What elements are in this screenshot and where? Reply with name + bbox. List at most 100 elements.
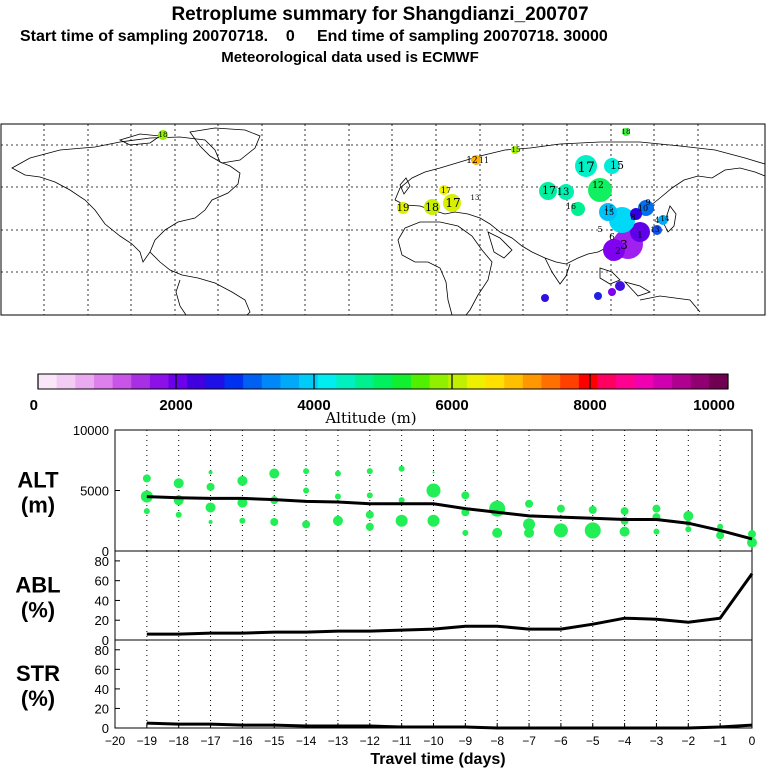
plume-footprint bbox=[558, 184, 574, 200]
map-day-label: 17 bbox=[441, 186, 451, 195]
map-day-label: 1 bbox=[637, 231, 643, 241]
colorbar-swatch bbox=[149, 374, 170, 389]
colorbar-swatch bbox=[168, 374, 188, 389]
x-tick-label: −12 bbox=[360, 734, 381, 748]
y-tick-label: 80 bbox=[95, 554, 109, 569]
colorbar-swatch bbox=[131, 374, 151, 389]
colorbar-swatch bbox=[448, 374, 468, 389]
map-day-label: 16 bbox=[566, 202, 576, 211]
time-series-panels: 0500010000ALT(m)020406080ABL(%)020406080… bbox=[15, 423, 757, 768]
x-tick-label: −18 bbox=[169, 734, 190, 748]
altitude-cluster-point bbox=[366, 492, 373, 499]
altitude-cluster-point bbox=[270, 517, 279, 526]
y-tick-label: 0 bbox=[102, 721, 109, 736]
plume-footprint bbox=[622, 128, 630, 136]
map-day-label: 15 bbox=[512, 146, 521, 154]
altitude-cluster-point bbox=[683, 510, 694, 521]
map-day-label: 3 bbox=[620, 238, 628, 252]
colorbar-swatch bbox=[299, 374, 319, 389]
map-day-label: 2 bbox=[615, 247, 621, 257]
colorbar-swatch bbox=[317, 374, 337, 389]
plume-footprint bbox=[424, 199, 440, 215]
plume-footprint bbox=[615, 281, 625, 291]
altitude-cluster-point bbox=[303, 487, 310, 494]
altitude-cluster-point bbox=[142, 474, 151, 483]
panel-abl: 0 20 40 60 80 ABL(%) bbox=[15, 550, 754, 648]
colorbar-swatch bbox=[392, 374, 412, 389]
altitude-cluster-point bbox=[143, 508, 150, 515]
map-day-label: 13 bbox=[471, 194, 480, 202]
colorbar-swatch bbox=[224, 374, 244, 389]
panel-unit-label: (m) bbox=[21, 493, 55, 518]
map-day-label: 17 bbox=[577, 160, 595, 176]
altitude-cluster-point bbox=[588, 505, 597, 514]
x-tick-label: −17 bbox=[200, 734, 221, 748]
plume-footprint bbox=[630, 222, 650, 242]
altitude-cluster-point bbox=[717, 523, 724, 530]
borneo-outline bbox=[599, 267, 621, 285]
altitude-colorbar: 0 2000 4000 6000 8000 10000 Altitude (m) bbox=[30, 373, 735, 427]
south-america-outline bbox=[197, 277, 251, 316]
colorbar-swatch bbox=[634, 374, 654, 389]
altitude-cluster-point bbox=[365, 510, 374, 519]
altitude-cluster-point bbox=[237, 475, 248, 486]
plume-footprints bbox=[158, 128, 668, 302]
series-line bbox=[146, 721, 753, 730]
y-tick-label: 0 bbox=[102, 544, 109, 559]
colorbar-swatch bbox=[485, 374, 505, 389]
y-tick-label: 20 bbox=[95, 613, 109, 628]
map-day-label: 6 bbox=[609, 233, 615, 243]
altitude-cluster-point bbox=[553, 523, 568, 538]
plume-footprint bbox=[594, 292, 602, 300]
altitude-cluster-point bbox=[398, 497, 405, 504]
altitude-cluster-point bbox=[556, 504, 565, 513]
eurasia-south-outline bbox=[394, 167, 766, 265]
colorbar-swatch bbox=[410, 374, 431, 389]
x-tick-label: −5 bbox=[586, 734, 600, 748]
colorbar-swatch bbox=[336, 374, 356, 389]
altitude-cluster-point bbox=[653, 528, 660, 535]
colorbar-swatch bbox=[522, 374, 543, 389]
map-day-label: 5 bbox=[597, 225, 602, 234]
map-day-label: 8 bbox=[630, 213, 635, 222]
panel-unit-label: (%) bbox=[21, 686, 55, 711]
map-frame bbox=[0, 123, 766, 316]
plume-footprint bbox=[397, 202, 409, 214]
map-day-label: 13 bbox=[557, 187, 570, 198]
colorbar-swatch bbox=[75, 374, 95, 389]
altitude-cluster-point bbox=[462, 529, 469, 536]
map-day-label: 15 bbox=[610, 159, 624, 172]
altitude-cluster-point bbox=[398, 465, 405, 472]
africa-east-outline bbox=[404, 221, 493, 316]
altitude-cluster-point bbox=[652, 504, 661, 513]
altitude-cluster-point bbox=[620, 507, 629, 516]
map-day-label: 9 bbox=[645, 198, 650, 207]
y-tick-label: 5000 bbox=[80, 484, 109, 499]
altitude-cluster-point bbox=[432, 471, 435, 474]
india-outline bbox=[544, 257, 571, 285]
plume-footprint bbox=[571, 202, 585, 216]
colorbar-swatch bbox=[504, 374, 524, 389]
indonesia-outline bbox=[623, 281, 651, 297]
colorbar-swatch bbox=[93, 374, 114, 389]
colorbar-swatch bbox=[616, 374, 636, 389]
x-tick-label: −10 bbox=[423, 734, 444, 748]
altitude-cluster-point bbox=[427, 514, 440, 527]
series-line bbox=[146, 572, 754, 636]
colorbar-swatch bbox=[653, 374, 673, 389]
colorbar-swatch bbox=[280, 374, 300, 389]
plume-footprint bbox=[599, 203, 617, 221]
y-tick-label: 60 bbox=[95, 574, 109, 589]
map-day-label: 12 bbox=[592, 181, 603, 191]
altitude-cluster-point bbox=[523, 518, 536, 531]
map-day-label: 17 bbox=[542, 184, 556, 197]
colorbar-swatch bbox=[429, 374, 449, 389]
altitude-cluster-point bbox=[366, 468, 373, 475]
plume-footprint bbox=[511, 146, 519, 154]
map-day-label: 17 bbox=[445, 196, 460, 210]
y-tick-label: 0 bbox=[102, 633, 109, 648]
plume-footprint bbox=[541, 294, 549, 302]
colorbar-swatch bbox=[243, 374, 263, 389]
x-tick-label: −4 bbox=[618, 734, 632, 748]
